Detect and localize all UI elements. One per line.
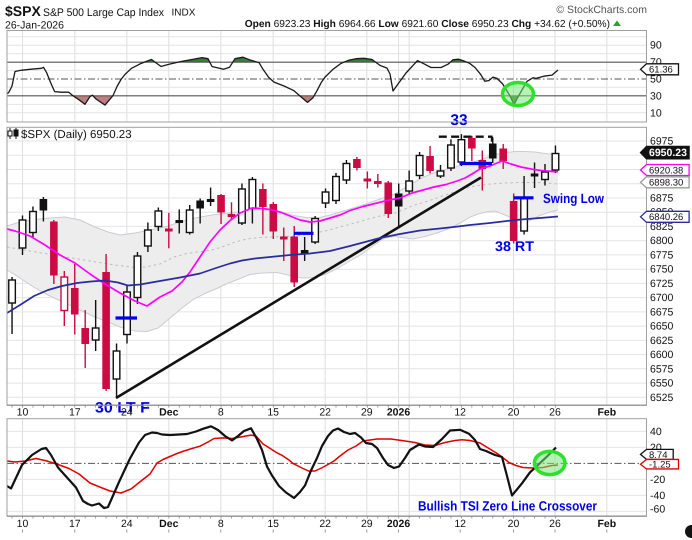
svg-text:20: 20 bbox=[508, 407, 520, 419]
svg-text:20: 20 bbox=[650, 442, 662, 454]
svg-text:10: 10 bbox=[650, 107, 662, 119]
svg-text:$SPX (Daily) 6950.23: $SPX (Daily) 6950.23 bbox=[21, 129, 132, 141]
svg-text:70: 70 bbox=[650, 57, 662, 69]
svg-text:6875: 6875 bbox=[650, 192, 674, 204]
svg-text:33: 33 bbox=[450, 112, 468, 129]
svg-text:8.74: 8.74 bbox=[649, 450, 668, 461]
svg-text:20: 20 bbox=[508, 518, 520, 530]
svg-text:8: 8 bbox=[218, 407, 224, 419]
svg-text:24: 24 bbox=[121, 518, 133, 530]
svg-text:17: 17 bbox=[69, 407, 81, 419]
svg-text:-40: -40 bbox=[650, 490, 665, 502]
svg-text:10: 10 bbox=[17, 518, 29, 530]
svg-text:8: 8 bbox=[218, 518, 224, 530]
svg-text:Open 6923.23 High 6964.66 Low: Open 6923.23 High 6964.66 Low 6921.60 Cl… bbox=[245, 19, 610, 30]
svg-text:Bullish TSI Zero Line Crossove: Bullish TSI Zero Line Crossover bbox=[418, 499, 598, 514]
svg-text:6700: 6700 bbox=[650, 292, 674, 304]
svg-text:S&P 500 Large Cap Index: S&P 500 Large Cap Index bbox=[43, 7, 164, 19]
svg-text:50: 50 bbox=[650, 74, 662, 86]
svg-text:Dec: Dec bbox=[159, 407, 178, 419]
svg-text:$SPX: $SPX bbox=[5, 3, 41, 19]
svg-text:61.36: 61.36 bbox=[649, 65, 673, 76]
svg-text:6625: 6625 bbox=[650, 335, 674, 347]
svg-text:Feb: Feb bbox=[597, 518, 616, 530]
svg-text:© StockCharts.com: © StockCharts.com bbox=[556, 4, 647, 16]
svg-text:2026: 2026 bbox=[387, 407, 411, 419]
svg-text:22: 22 bbox=[319, 518, 331, 530]
svg-text:24: 24 bbox=[121, 407, 133, 419]
svg-text:6840.26: 6840.26 bbox=[649, 212, 683, 223]
svg-text:15: 15 bbox=[267, 407, 279, 419]
svg-text:6600: 6600 bbox=[650, 349, 674, 361]
svg-text:6950.23: 6950.23 bbox=[649, 147, 687, 159]
svg-text:38 RT: 38 RT bbox=[495, 238, 534, 254]
svg-text:30: 30 bbox=[650, 90, 662, 102]
svg-text:90: 90 bbox=[650, 40, 662, 52]
svg-text:12: 12 bbox=[454, 407, 466, 419]
svg-text:6975: 6975 bbox=[650, 136, 674, 148]
svg-text:2026: 2026 bbox=[387, 518, 411, 530]
svg-text:29: 29 bbox=[361, 407, 373, 419]
svg-text:22: 22 bbox=[319, 407, 331, 419]
svg-text:6825: 6825 bbox=[650, 221, 674, 233]
svg-text:6575: 6575 bbox=[650, 363, 674, 375]
svg-text:30 LT F: 30 LT F bbox=[95, 400, 150, 417]
svg-text:6650: 6650 bbox=[650, 321, 674, 333]
svg-text:10: 10 bbox=[17, 407, 29, 419]
svg-text:6920.38: 6920.38 bbox=[649, 165, 683, 176]
svg-text:-60: -60 bbox=[650, 504, 665, 516]
svg-text:-20: -20 bbox=[650, 474, 665, 486]
svg-text:26: 26 bbox=[549, 407, 561, 419]
svg-text:12: 12 bbox=[454, 518, 466, 530]
svg-text:6675: 6675 bbox=[650, 306, 674, 318]
svg-text:Dec: Dec bbox=[159, 518, 178, 530]
svg-text:6750: 6750 bbox=[650, 264, 674, 276]
svg-text:17: 17 bbox=[69, 518, 81, 530]
svg-text:INDX: INDX bbox=[172, 8, 196, 19]
svg-text:40: 40 bbox=[650, 426, 662, 438]
svg-text:6800: 6800 bbox=[650, 235, 674, 247]
svg-text:26: 26 bbox=[549, 518, 561, 530]
svg-text:26-Jan-2026: 26-Jan-2026 bbox=[5, 20, 64, 32]
svg-text:6775: 6775 bbox=[650, 249, 674, 261]
svg-text:15: 15 bbox=[267, 518, 279, 530]
svg-text:6898.30: 6898.30 bbox=[649, 178, 683, 189]
svg-text:6550: 6550 bbox=[650, 378, 674, 390]
svg-text:29: 29 bbox=[361, 518, 373, 530]
svg-text:Feb: Feb bbox=[597, 407, 616, 419]
svg-text:Swing Low: Swing Low bbox=[543, 191, 604, 206]
svg-text:-1.25: -1.25 bbox=[649, 460, 671, 471]
svg-text:6725: 6725 bbox=[650, 278, 674, 290]
svg-text:6525: 6525 bbox=[650, 392, 674, 404]
